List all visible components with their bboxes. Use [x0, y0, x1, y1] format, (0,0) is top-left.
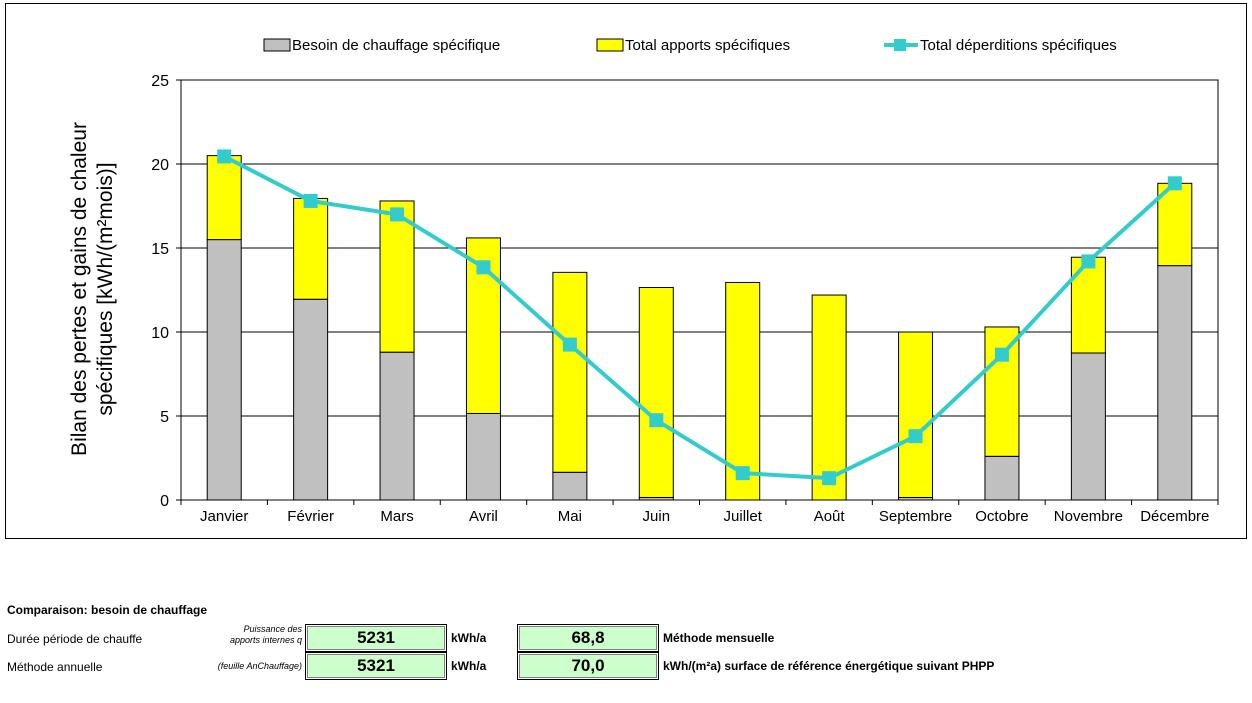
bar-segment — [379, 200, 415, 353]
line-marker — [1081, 254, 1096, 269]
row-label-annual-method: Méthode annuelle — [7, 660, 103, 674]
row-label-heating-period: Durée période de chauffe — [7, 632, 143, 646]
y-axis-label-line: Bilan des pertes et gains de chaleur — [68, 122, 91, 456]
y-tick-label: 5 — [160, 409, 169, 426]
line-marker — [994, 347, 1009, 362]
line-marker — [908, 429, 923, 444]
x-tick-label: Octobre — [975, 508, 1028, 525]
bar-segment — [206, 155, 242, 241]
value-box-annual-kwh: 5321 — [305, 652, 447, 680]
legend-swatch — [596, 38, 624, 52]
line-marker — [562, 337, 577, 352]
legend-marker — [894, 39, 906, 51]
x-tick-label: Février — [287, 508, 334, 525]
x-tick-label: Novembre — [1054, 508, 1123, 525]
legend-label: Total déperditions spécifiques — [920, 37, 1117, 54]
line-marker — [217, 149, 232, 164]
bar-segment — [552, 271, 588, 473]
x-tick-label: Janvier — [200, 508, 248, 525]
x-tick-label: Mars — [380, 508, 413, 525]
bar-segment — [465, 412, 501, 501]
y-axis-label-line: spécifiques [kWh/(m²mois)] — [94, 162, 117, 415]
value-box-period-kwh: 5231 — [305, 624, 447, 652]
y-tick-label: 25 — [151, 73, 169, 90]
unit-period-kwh: kWh/a — [451, 631, 487, 645]
y-tick-label: 10 — [151, 325, 169, 342]
legend-swatch — [263, 38, 291, 52]
chart-frame: 0 5 10 15 20 25 Janvier Février Mars Avril Mai Juin… — [5, 3, 1247, 539]
legend-label: Total apports spécifiques — [625, 37, 790, 54]
bar-segment — [638, 286, 674, 498]
y-tick-label: 0 — [160, 493, 169, 510]
stacked-bar-line-chart: 0 5 10 15 20 25 Janvier Février Mars Avril Mai Juin… — [68, 37, 1219, 525]
bar-segment — [811, 294, 847, 501]
line-marker — [649, 413, 664, 428]
bar-segment — [1070, 352, 1106, 501]
bar-segment — [725, 281, 761, 501]
bar-segment — [984, 326, 1020, 457]
x-tick-label: Juin — [643, 508, 671, 525]
y-tick-label: 15 — [151, 241, 169, 258]
line-marker — [476, 260, 491, 275]
bar-segment — [206, 239, 242, 501]
x-tick-label: Avril — [469, 508, 498, 525]
y-axis-label: Bilan des pertes et gains de chaleur spéc… — [68, 122, 117, 456]
unit-annual-kwh: kWh/a — [451, 659, 487, 673]
note-annual-sheet: (feuille AnChauffage) — [217, 661, 302, 671]
x-tick-label: Septembre — [879, 508, 952, 525]
bar-segment — [898, 331, 934, 498]
series-line — [223, 154, 1177, 481]
x-tick-label: Décembre — [1140, 508, 1209, 525]
bar-segment — [1157, 182, 1193, 267]
x-tick-label: Août — [814, 508, 846, 525]
x-tick-label: Juillet — [724, 508, 763, 525]
value-box-monthly-method: 68,8 — [517, 624, 659, 652]
comparison-panel: Comparaison: besoin de chauffage Durée p… — [7, 598, 1247, 698]
unit-annual-specific: kWh/(m²a) surface de référence énergétiq… — [663, 659, 995, 673]
note-internal-gains: Puissance des apports internes q — [229, 624, 302, 645]
label-monthly-method: Méthode mensuelle — [663, 631, 775, 645]
comparison-title: Comparaison: besoin de chauffage — [7, 603, 208, 617]
bar-segment — [379, 351, 415, 501]
line-marker — [390, 207, 405, 222]
bar-segment — [293, 298, 329, 501]
bar-segment — [552, 471, 588, 501]
bar-segment — [1157, 265, 1193, 501]
bar-segment — [984, 455, 1020, 501]
value-box-annual-specific: 70,0 — [517, 652, 659, 680]
bar-segment — [293, 197, 329, 300]
x-tick-label: Mai — [558, 508, 582, 525]
line-marker — [1167, 176, 1182, 191]
y-tick-label: 20 — [151, 157, 169, 174]
legend-label: Besoin de chauffage spécifique — [292, 37, 500, 54]
line-marker — [303, 193, 318, 208]
line-marker — [735, 466, 750, 481]
line-marker — [822, 471, 837, 486]
